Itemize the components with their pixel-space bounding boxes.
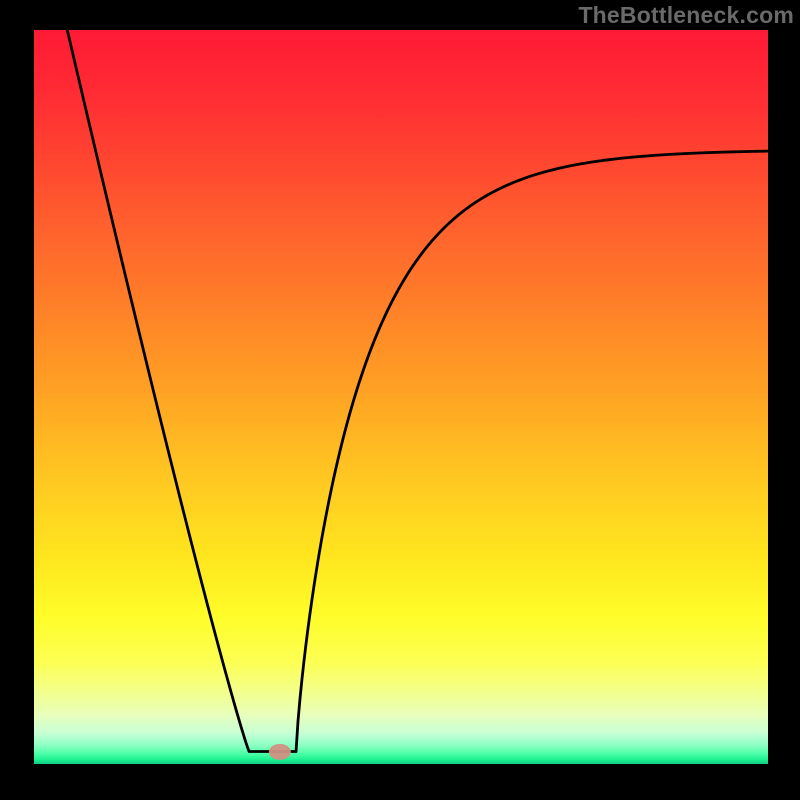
- optimal-point-marker: [269, 744, 291, 760]
- plot-area: [34, 30, 768, 764]
- watermark-text: TheBottleneck.com: [578, 0, 800, 29]
